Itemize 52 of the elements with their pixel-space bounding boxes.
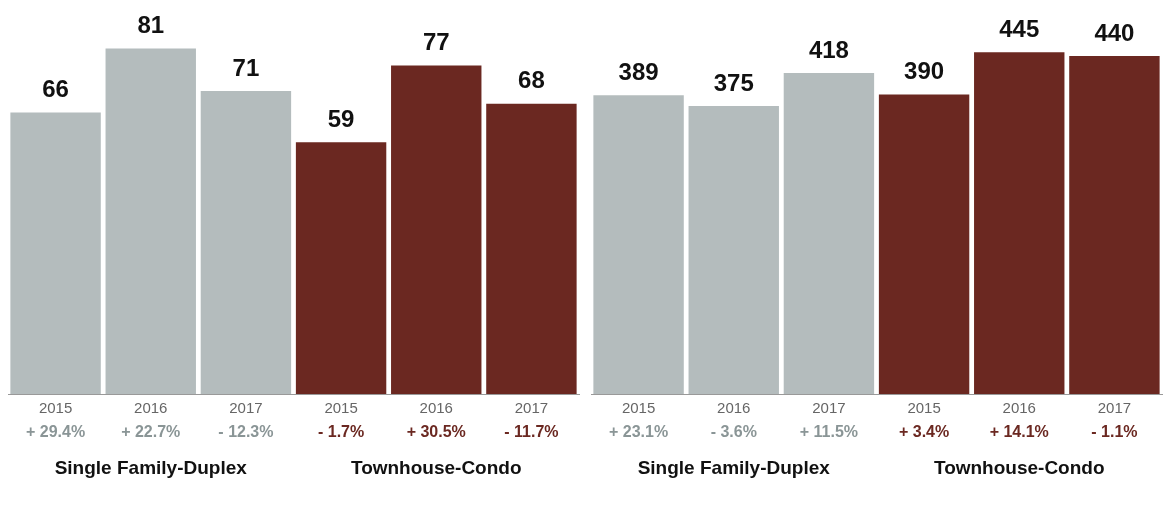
x-tick-label: 2017 [812,399,846,417]
text: - 11.7% [504,423,559,441]
x-tick-label: 2016 [1002,399,1036,417]
data-label: 445 [999,14,1040,42]
bar [593,95,684,394]
data-label: 81 [137,11,165,39]
text: + 29.4% [26,423,86,441]
text: Townhouse-Condo [350,457,522,479]
data-label: 440 [1094,18,1135,46]
text: + 3.4% [898,423,950,441]
data-label: 418 [808,35,849,63]
text: + 11.5% [799,423,859,441]
text: Single Family-Duplex [54,457,248,479]
text: Townhouse-Condo [933,457,1105,479]
x-tick-label: 2017 [229,399,263,417]
x-tick-label: 2017 [1097,399,1132,417]
x-tick-label: 2015 [38,399,73,417]
text: + 30.5% [406,423,466,441]
data-label: 71 [232,53,260,81]
x-tick-label: 2017 [514,399,549,417]
data-label: 77 [422,28,450,56]
data-label: 66 [42,75,69,103]
bar [10,112,101,394]
bar [200,91,292,394]
text: + 14.1% [989,423,1049,441]
bar [391,65,482,394]
x-tick-label: 2015 [907,399,941,417]
text: + 23.1% [609,423,669,441]
text: - 12.3% [218,423,274,441]
bar [688,106,779,394]
data-label: 389 [618,57,659,85]
bar [783,72,875,394]
bar [295,142,387,394]
x-tick-label: 2016 [134,399,168,417]
bar [1069,56,1160,394]
text: + 22.7% [121,423,181,441]
x-tick-label: 2015 [324,399,358,417]
bar [105,48,196,394]
data-label: 390 [904,57,945,85]
bar [974,52,1065,394]
x-tick-label: 2016 [419,399,453,417]
data-label: 59 [327,104,355,132]
data-label: 68 [518,66,545,94]
text: Single Family-Duplex [637,457,831,479]
x-tick-label: 2016 [717,399,751,417]
text: - 3.6% [710,423,757,441]
bar [486,103,577,394]
text: - 1.1% [1091,423,1138,441]
x-tick-label: 2015 [621,399,656,417]
text: - 1.7% [317,423,365,441]
bar [878,94,970,394]
data-label: 375 [713,68,754,96]
